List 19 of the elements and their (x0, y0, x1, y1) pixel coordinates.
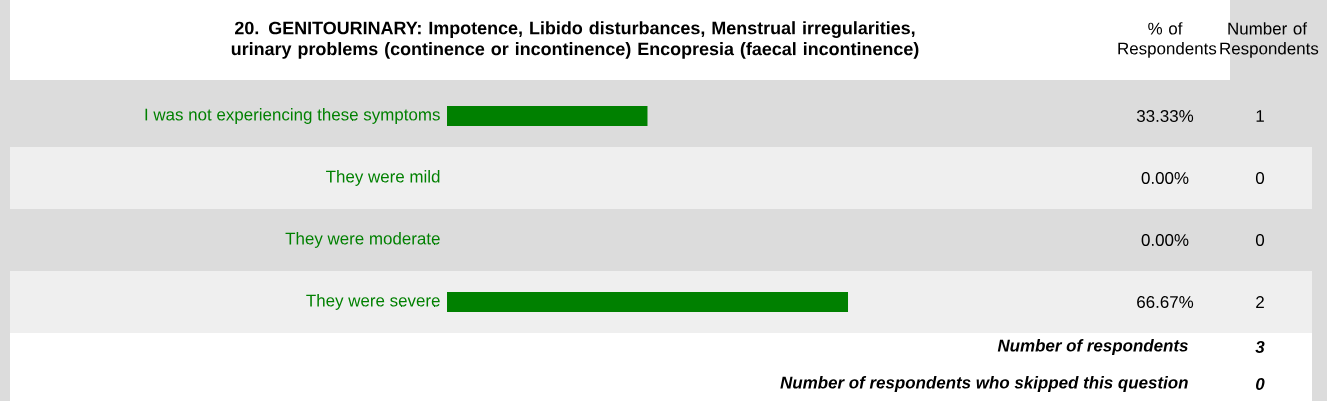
text: 3 (1255, 341, 1265, 353)
data-label: 0.00% (1141, 172, 1189, 184)
text: Number of respondents (997, 339, 1188, 355)
text: Number of respondents who skipped this question (780, 376, 1188, 392)
text: 1 (1256, 110, 1264, 122)
text: 0 (1255, 172, 1265, 184)
chart-title: 20. GENITOURINARY: Impotence, Libido disturbances, Menstrual irregularities, urinary problems (continence or incontinence) Encopresia (faecal incontinence) (231, 21, 919, 59)
data-label: 0.00% (1141, 234, 1189, 246)
data-label: 66.67% (1137, 296, 1194, 308)
y-tick-label: They were mild (326, 170, 440, 186)
text: 2 (1256, 296, 1264, 308)
text: Number of Respondents (1220, 22, 1319, 58)
y-tick-label: They were moderate (285, 232, 440, 248)
text: 0 (1256, 378, 1265, 390)
y-tick-label: They were severe (306, 294, 440, 310)
data-label: 33.33% (1136, 110, 1194, 122)
text: % of Respondents (1118, 22, 1217, 58)
text: 0 (1255, 234, 1265, 246)
y-tick-label: I was not experiencing these symptoms (145, 108, 440, 124)
